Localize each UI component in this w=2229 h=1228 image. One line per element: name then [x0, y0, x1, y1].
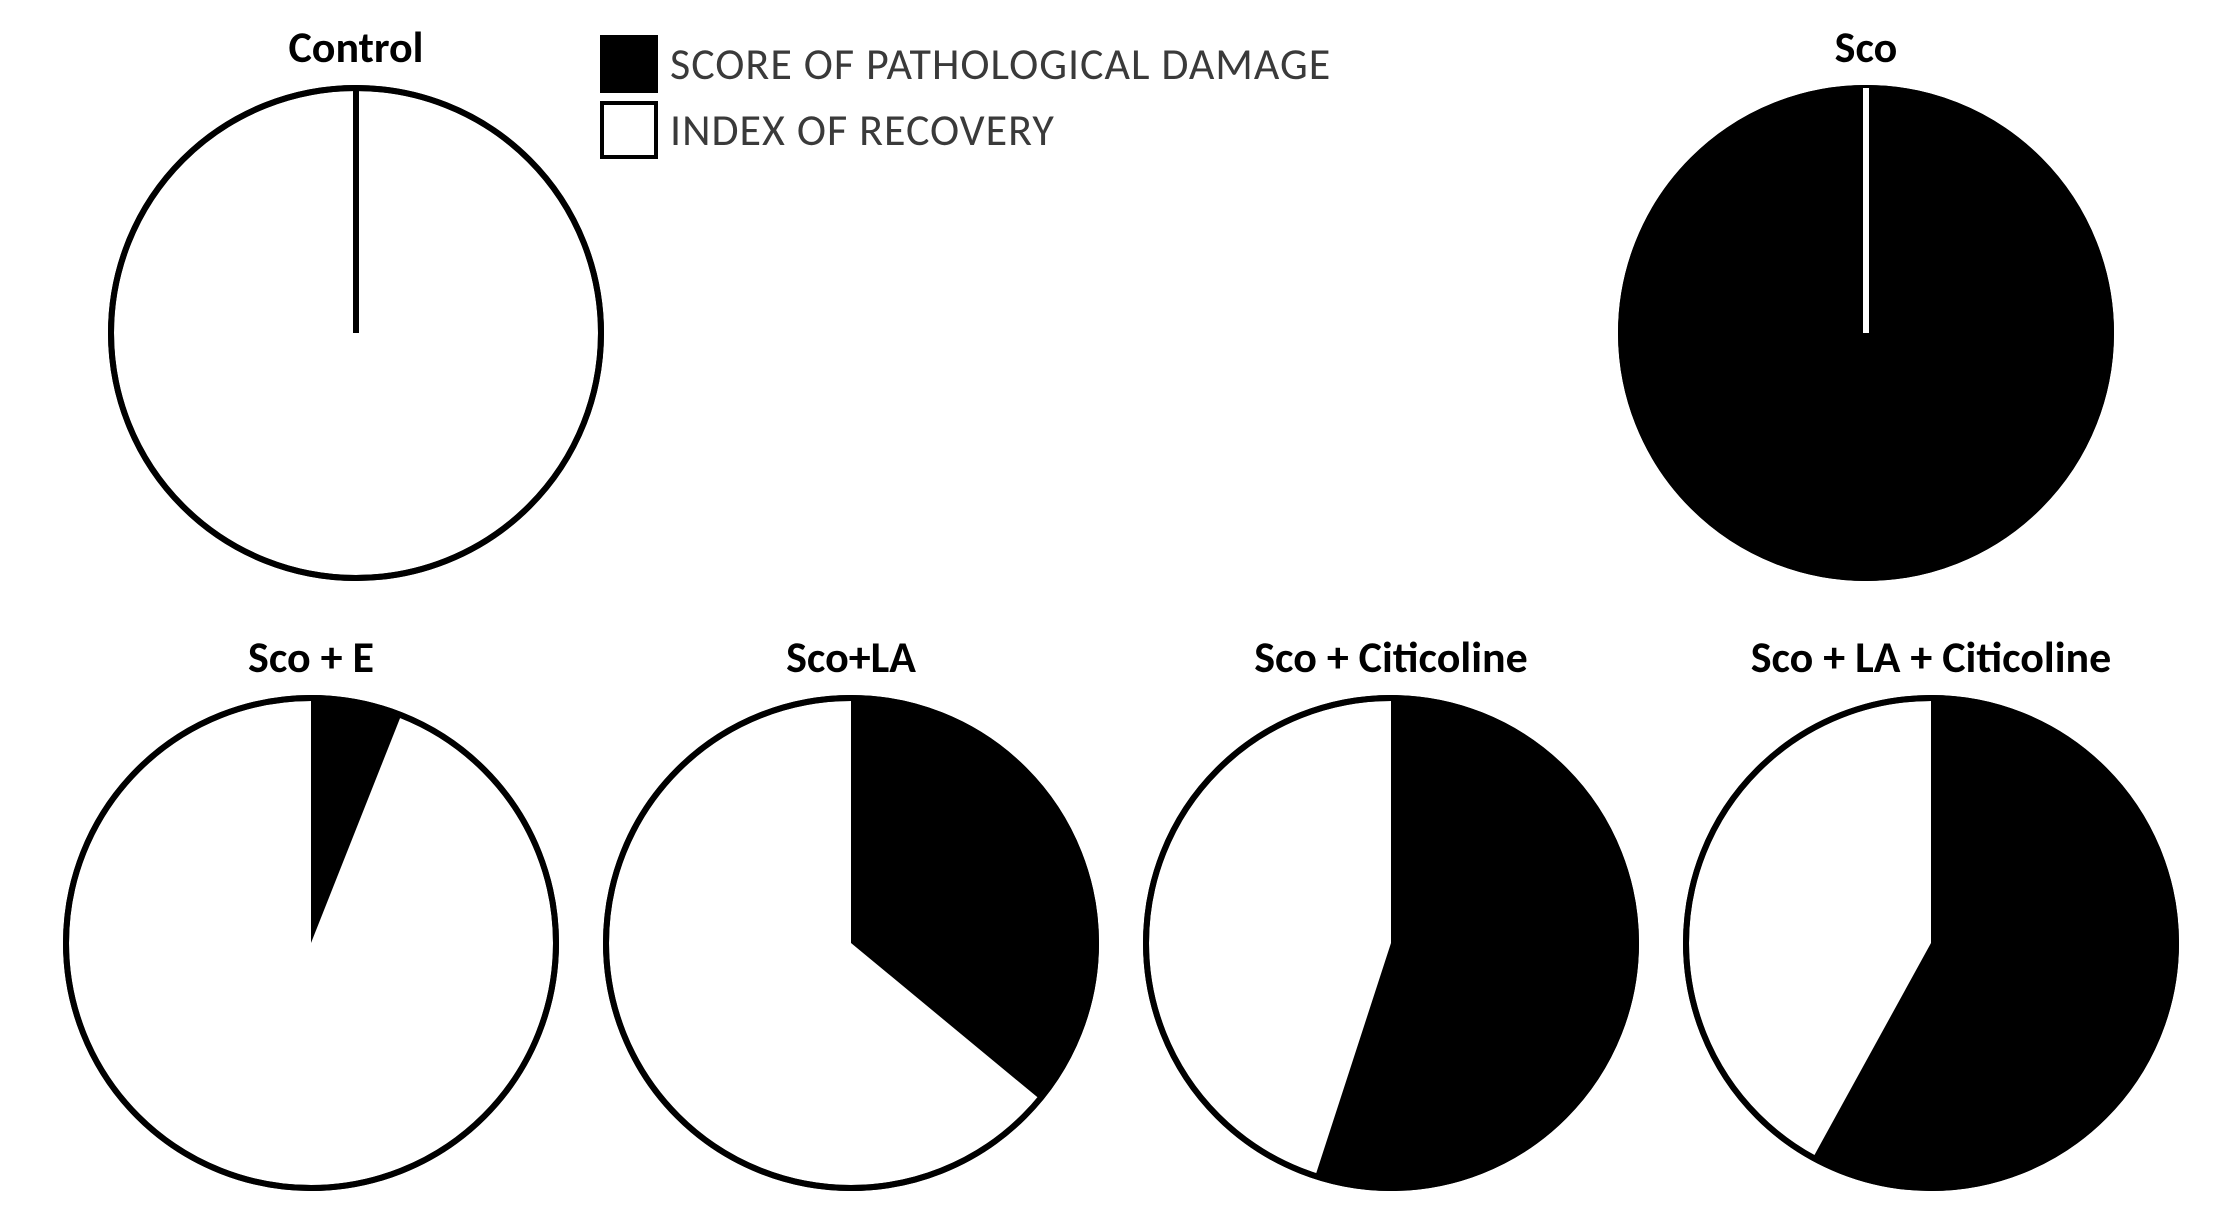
- pie-sco-e: Sco + E: [60, 630, 562, 1194]
- pie-sco: Sco: [1615, 20, 2117, 584]
- pie-charts-figure: SCORE OF PATHOLOGICAL DAMAGE INDEX OF RE…: [20, 20, 2229, 1208]
- pie-title-sco-la: Sco+LA: [786, 630, 916, 684]
- pie-sco-la-citicoline: Sco + LA + Citicoline: [1680, 630, 2182, 1194]
- legend-swatch-black: [600, 35, 658, 93]
- pie-title-sco-e: Sco + E: [248, 630, 374, 684]
- pie-svg-sco-la: [600, 692, 1102, 1194]
- pie-svg-sco-e: [60, 692, 562, 1194]
- pie-sco-la: Sco+LA: [600, 630, 1102, 1194]
- pie-svg-control: [105, 82, 607, 584]
- pie-svg-sco-citicoline: [1140, 692, 1642, 1194]
- pie-title-sco-citicoline: Sco + Citicoline: [1254, 630, 1528, 684]
- pie-control: Control: [105, 20, 607, 584]
- legend-swatch-white: [600, 101, 658, 159]
- legend-label-damage: SCORE OF PATHOLOGICAL DAMAGE: [670, 37, 1331, 91]
- pie-title-control: Control: [289, 20, 424, 74]
- pie-svg-sco: [1615, 82, 2117, 584]
- pie-title-sco: Sco: [1835, 20, 1898, 74]
- pie-title-sco-la-citicoline: Sco + LA + Citicoline: [1751, 630, 2112, 684]
- legend-item-damage: SCORE OF PATHOLOGICAL DAMAGE: [600, 35, 1331, 93]
- pie-sco-citicoline: Sco + Citicoline: [1140, 630, 1642, 1194]
- legend-label-recovery: INDEX OF RECOVERY: [670, 103, 1055, 157]
- pie-svg-sco-la-citicoline: [1680, 692, 2182, 1194]
- legend: SCORE OF PATHOLOGICAL DAMAGE INDEX OF RE…: [600, 35, 1331, 159]
- legend-item-recovery: INDEX OF RECOVERY: [600, 101, 1331, 159]
